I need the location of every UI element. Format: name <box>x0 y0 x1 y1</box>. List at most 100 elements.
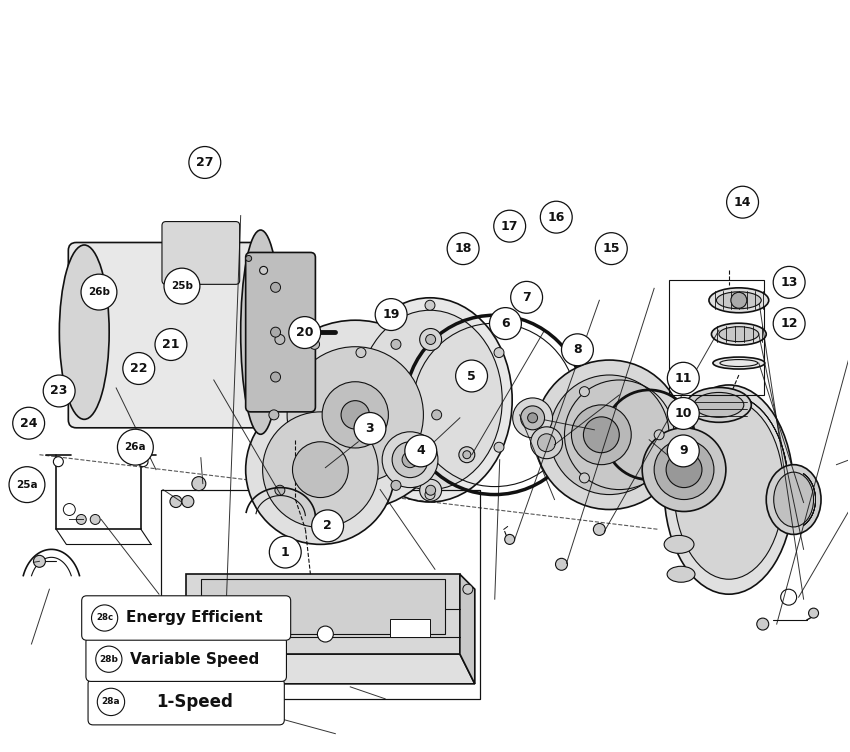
Circle shape <box>667 398 700 429</box>
Text: 8: 8 <box>573 343 581 356</box>
Circle shape <box>535 360 684 510</box>
Circle shape <box>425 300 435 311</box>
Text: 11: 11 <box>675 371 692 385</box>
Circle shape <box>541 202 572 233</box>
Text: 28b: 28b <box>99 655 118 664</box>
Ellipse shape <box>766 465 821 535</box>
Circle shape <box>643 428 726 511</box>
Circle shape <box>215 693 227 705</box>
Circle shape <box>432 410 442 420</box>
Text: 5: 5 <box>468 369 476 383</box>
Circle shape <box>182 496 194 508</box>
Circle shape <box>727 186 758 218</box>
Circle shape <box>269 536 301 568</box>
Circle shape <box>270 282 280 293</box>
Text: 1-Speed: 1-Speed <box>156 693 233 711</box>
Circle shape <box>426 335 435 344</box>
Circle shape <box>405 435 437 467</box>
Ellipse shape <box>60 245 109 420</box>
Circle shape <box>780 590 796 605</box>
Circle shape <box>309 481 320 490</box>
Circle shape <box>192 477 206 490</box>
Bar <box>216 619 256 637</box>
FancyBboxPatch shape <box>162 222 240 284</box>
Circle shape <box>654 440 714 499</box>
Circle shape <box>13 408 44 439</box>
Ellipse shape <box>241 230 280 435</box>
Text: 13: 13 <box>780 276 798 289</box>
Ellipse shape <box>664 535 694 553</box>
Circle shape <box>425 490 435 499</box>
Circle shape <box>117 429 153 465</box>
Text: 22: 22 <box>130 362 148 375</box>
Circle shape <box>391 481 401 490</box>
Circle shape <box>164 268 200 304</box>
Circle shape <box>505 535 514 544</box>
Circle shape <box>269 410 279 420</box>
Circle shape <box>269 479 291 501</box>
Circle shape <box>494 211 525 242</box>
Circle shape <box>426 485 435 496</box>
Circle shape <box>356 442 366 452</box>
Text: 1: 1 <box>280 545 290 559</box>
Circle shape <box>530 427 563 459</box>
Circle shape <box>459 447 475 462</box>
Text: Variable Speed: Variable Speed <box>129 652 258 667</box>
Ellipse shape <box>713 357 765 369</box>
Text: 23: 23 <box>50 384 68 398</box>
Circle shape <box>54 456 64 467</box>
Polygon shape <box>186 575 460 654</box>
Circle shape <box>562 334 593 365</box>
Circle shape <box>494 347 504 357</box>
Text: 28c: 28c <box>96 614 113 623</box>
Text: 20: 20 <box>296 326 314 339</box>
Ellipse shape <box>719 326 759 341</box>
Circle shape <box>392 441 428 478</box>
Text: 25a: 25a <box>16 480 37 490</box>
Bar <box>226 599 256 619</box>
Circle shape <box>580 387 589 396</box>
Circle shape <box>289 317 320 348</box>
Circle shape <box>375 299 407 331</box>
Circle shape <box>275 485 285 496</box>
Ellipse shape <box>674 400 784 579</box>
Circle shape <box>382 432 438 487</box>
Text: 26b: 26b <box>88 287 110 297</box>
Circle shape <box>463 584 473 594</box>
Circle shape <box>774 266 805 299</box>
Circle shape <box>9 467 45 502</box>
Bar <box>669 280 764 395</box>
Text: 27: 27 <box>196 156 213 169</box>
Circle shape <box>666 452 702 487</box>
Circle shape <box>81 274 117 310</box>
Circle shape <box>731 293 747 308</box>
Circle shape <box>33 555 45 567</box>
Bar <box>161 490 479 699</box>
Circle shape <box>391 339 401 350</box>
Text: 16: 16 <box>547 211 565 223</box>
Text: 14: 14 <box>734 196 751 209</box>
Circle shape <box>528 413 537 423</box>
FancyBboxPatch shape <box>88 679 284 725</box>
Circle shape <box>246 395 395 544</box>
Text: Energy Efficient: Energy Efficient <box>126 611 263 626</box>
Circle shape <box>490 308 521 339</box>
Circle shape <box>122 353 155 384</box>
Text: 18: 18 <box>455 242 472 255</box>
Bar <box>390 619 430 637</box>
Circle shape <box>571 405 632 465</box>
Circle shape <box>322 382 388 448</box>
Text: 25b: 25b <box>171 281 193 291</box>
FancyBboxPatch shape <box>82 596 291 640</box>
Circle shape <box>312 510 343 541</box>
Ellipse shape <box>694 393 744 417</box>
Text: 28a: 28a <box>102 697 121 706</box>
Text: 19: 19 <box>382 308 399 321</box>
Bar <box>201 579 445 634</box>
Ellipse shape <box>709 288 768 313</box>
Circle shape <box>447 232 479 265</box>
Circle shape <box>263 412 378 527</box>
Circle shape <box>774 308 805 339</box>
Circle shape <box>270 327 280 337</box>
Circle shape <box>537 434 556 452</box>
